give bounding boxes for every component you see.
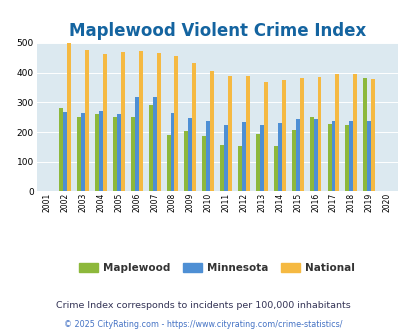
Bar xyxy=(263,82,267,191)
Bar xyxy=(85,50,89,191)
Bar xyxy=(256,134,259,191)
Bar xyxy=(102,54,107,191)
Bar xyxy=(202,137,206,191)
Text: © 2025 CityRating.com - https://www.cityrating.com/crime-statistics/: © 2025 CityRating.com - https://www.city… xyxy=(64,319,341,329)
Bar xyxy=(156,53,160,191)
Bar xyxy=(121,52,124,191)
Bar xyxy=(228,76,232,191)
Bar xyxy=(352,74,356,191)
Bar xyxy=(113,116,117,191)
Bar xyxy=(170,113,174,191)
Bar xyxy=(273,146,277,191)
Bar xyxy=(281,80,285,191)
Bar xyxy=(313,118,317,191)
Bar xyxy=(59,108,63,191)
Bar xyxy=(220,145,224,191)
Legend: Maplewood, Minnesota, National: Maplewood, Minnesota, National xyxy=(75,259,358,278)
Bar xyxy=(95,114,99,191)
Bar xyxy=(291,130,295,191)
Bar xyxy=(166,135,170,191)
Bar xyxy=(349,121,352,191)
Bar xyxy=(370,79,374,191)
Bar xyxy=(188,118,192,191)
Bar xyxy=(148,105,152,191)
Bar xyxy=(117,114,121,191)
Bar xyxy=(81,113,85,191)
Bar xyxy=(238,146,241,191)
Bar xyxy=(367,121,370,191)
Bar xyxy=(309,117,313,191)
Bar xyxy=(259,125,263,191)
Bar xyxy=(210,71,214,191)
Bar xyxy=(277,123,281,191)
Bar xyxy=(335,74,339,191)
Bar xyxy=(174,56,178,191)
Bar xyxy=(241,122,245,191)
Bar xyxy=(77,117,81,191)
Bar xyxy=(184,130,188,191)
Bar xyxy=(192,63,196,191)
Text: Crime Index corresponds to incidents per 100,000 inhabitants: Crime Index corresponds to incidents per… xyxy=(55,301,350,310)
Bar xyxy=(295,119,299,191)
Title: Maplewood Violent Crime Index: Maplewood Violent Crime Index xyxy=(68,22,365,40)
Bar xyxy=(99,111,102,191)
Bar xyxy=(345,125,349,191)
Bar xyxy=(299,78,303,191)
Bar xyxy=(224,125,228,191)
Bar xyxy=(245,77,249,191)
Bar xyxy=(331,121,335,191)
Bar xyxy=(130,117,134,191)
Bar xyxy=(206,121,210,191)
Bar xyxy=(139,51,142,191)
Bar xyxy=(134,97,139,191)
Bar xyxy=(317,77,321,191)
Bar xyxy=(63,112,67,191)
Bar xyxy=(362,78,367,191)
Bar xyxy=(327,124,331,191)
Bar xyxy=(67,43,71,191)
Bar xyxy=(152,97,156,191)
